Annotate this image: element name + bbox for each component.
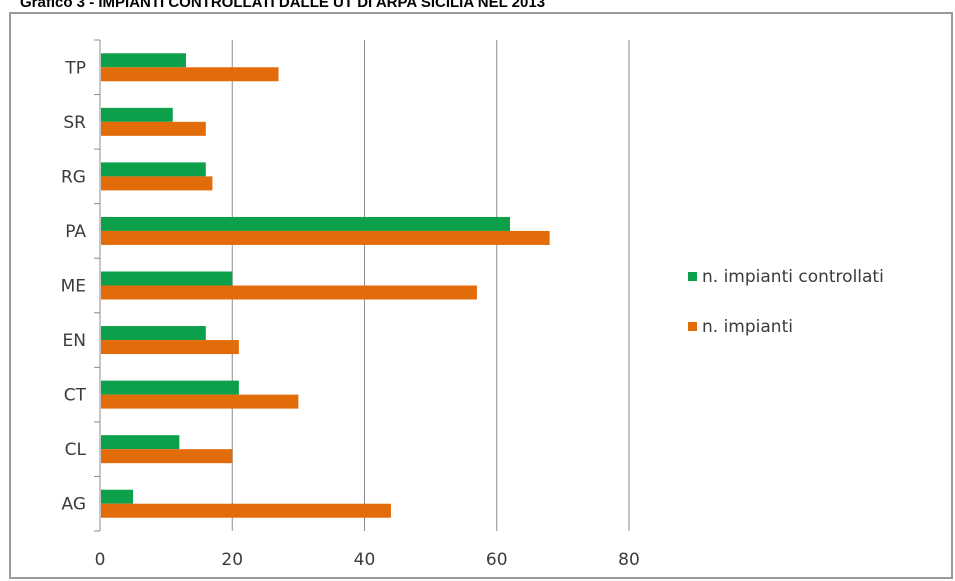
bar-impianti-rg [101, 176, 213, 191]
legend-swatch [688, 322, 697, 331]
bar-impianti-en [101, 340, 239, 355]
category-label: RG [61, 167, 86, 187]
bar-impianti-tp [101, 67, 279, 82]
bar-impianti-sr [101, 121, 206, 136]
bar-controllati-rg [101, 162, 206, 177]
category-label: CL [65, 440, 87, 460]
category-label: TP [64, 58, 86, 78]
legend-label: n. impianti [702, 317, 793, 337]
bar-controllati-pa [101, 216, 510, 231]
category-label: AG [61, 495, 86, 515]
bar-impianti-ag [101, 503, 391, 518]
x-tick-label: 20 [221, 550, 243, 570]
category-label: ME [61, 277, 86, 297]
legend-swatch [688, 272, 697, 281]
bar-impianti-me [101, 285, 477, 300]
page-title: Grafico 3 - IMPIANTI CONTROLLATI DALLE U… [20, 0, 546, 11]
legend: n. impianti controllati n. impianti [688, 267, 884, 337]
category-labels: TP SR RG PA ME EN CT CL AG [61, 58, 87, 514]
bar-controllati-ag [101, 489, 134, 504]
bar-impianti-ct [101, 394, 299, 409]
x-tick-label: 40 [354, 550, 376, 570]
bar-controllati-cl [101, 435, 180, 450]
bar-impianti-pa [101, 230, 550, 245]
legend-label: n. impianti controllati [702, 267, 884, 287]
bar-controllati-me [101, 271, 233, 286]
bars [101, 53, 550, 518]
bar-controllati-ct [101, 380, 239, 395]
category-label: PA [65, 222, 86, 242]
x-tick-label: 0 [95, 550, 106, 570]
category-label: EN [63, 331, 86, 351]
category-label: CT [64, 386, 87, 406]
x-tick-label: 60 [486, 550, 508, 570]
bar-controllati-tp [101, 53, 186, 68]
x-tick-label: 80 [618, 550, 640, 570]
bar-chart: TP SR RG PA ME EN CT CL AG 0 20 40 60 80 n. impianti… [61, 39, 884, 570]
bar-controllati-en [101, 326, 206, 341]
bar-impianti-cl [101, 449, 233, 464]
category-axis [94, 39, 101, 532]
bar-controllati-sr [101, 107, 173, 122]
chart-frame: TP SR RG PA ME EN CT CL AG 0 20 40 60 80 n. impianti… [9, 12, 953, 579]
category-label: SR [63, 113, 86, 133]
value-axis-labels: 0 20 40 60 80 [95, 550, 640, 570]
